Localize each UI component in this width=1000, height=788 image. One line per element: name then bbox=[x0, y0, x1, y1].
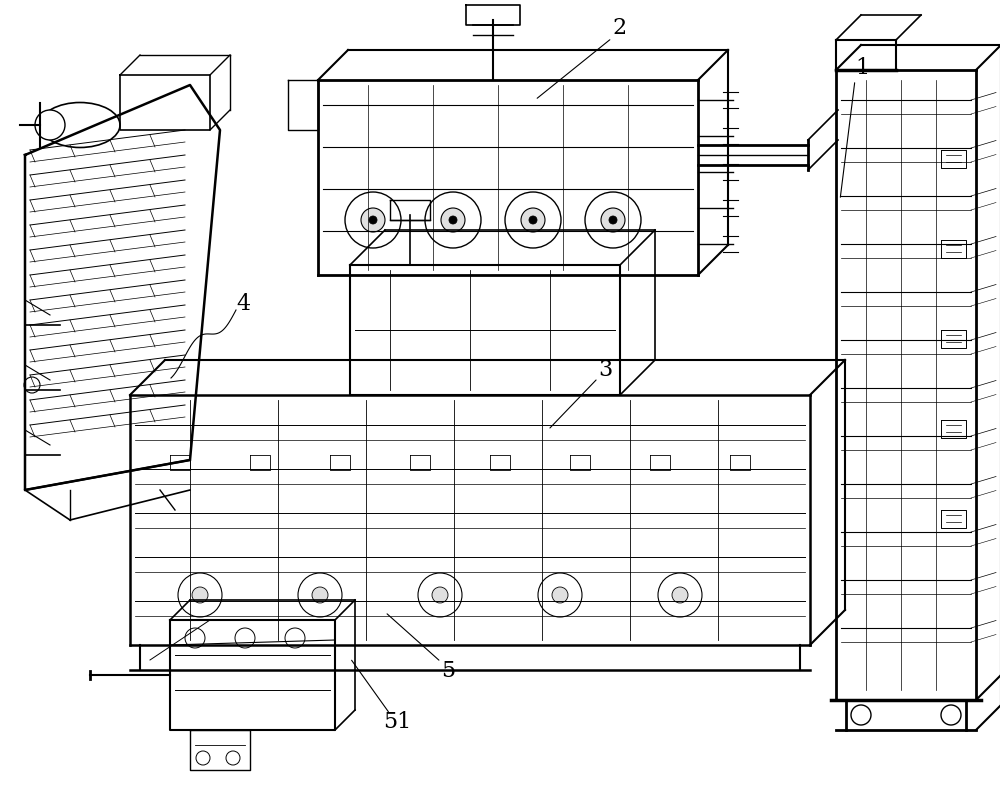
Circle shape bbox=[312, 587, 328, 603]
Circle shape bbox=[285, 628, 305, 648]
Text: 51: 51 bbox=[383, 711, 411, 733]
Circle shape bbox=[185, 628, 205, 648]
Circle shape bbox=[235, 628, 255, 648]
Circle shape bbox=[449, 216, 457, 224]
Circle shape bbox=[432, 587, 448, 603]
Circle shape bbox=[345, 192, 401, 248]
Circle shape bbox=[505, 192, 561, 248]
Circle shape bbox=[585, 192, 641, 248]
Circle shape bbox=[369, 216, 377, 224]
Circle shape bbox=[441, 208, 465, 232]
Circle shape bbox=[529, 216, 537, 224]
Circle shape bbox=[178, 573, 222, 617]
Text: 2: 2 bbox=[613, 17, 627, 39]
Circle shape bbox=[658, 573, 702, 617]
Circle shape bbox=[196, 751, 210, 765]
Ellipse shape bbox=[40, 102, 120, 147]
Circle shape bbox=[609, 216, 617, 224]
Circle shape bbox=[226, 751, 240, 765]
Circle shape bbox=[851, 705, 871, 725]
Circle shape bbox=[941, 705, 961, 725]
Circle shape bbox=[538, 573, 582, 617]
Circle shape bbox=[425, 192, 481, 248]
Text: 4: 4 bbox=[236, 293, 250, 315]
Ellipse shape bbox=[35, 110, 65, 140]
Text: 3: 3 bbox=[598, 359, 612, 381]
Circle shape bbox=[418, 573, 462, 617]
Text: 5: 5 bbox=[441, 660, 455, 682]
Circle shape bbox=[192, 587, 208, 603]
Circle shape bbox=[24, 377, 40, 393]
Circle shape bbox=[521, 208, 545, 232]
Circle shape bbox=[298, 573, 342, 617]
Circle shape bbox=[361, 208, 385, 232]
Circle shape bbox=[672, 587, 688, 603]
Circle shape bbox=[552, 587, 568, 603]
Text: 1: 1 bbox=[855, 57, 869, 79]
Circle shape bbox=[601, 208, 625, 232]
